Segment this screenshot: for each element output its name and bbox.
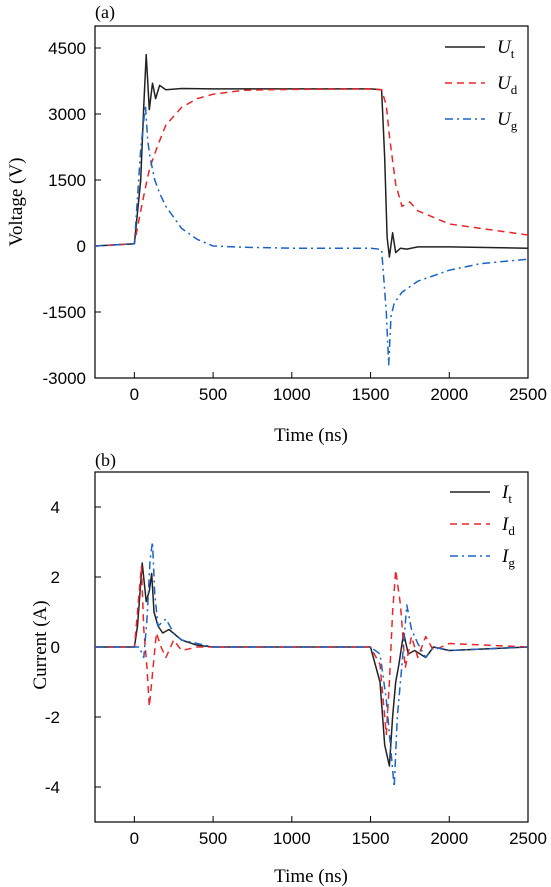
y-tick-label: 0 (51, 638, 60, 657)
x-tick-label: 1000 (273, 385, 311, 404)
panel-b: (b) Current (A) Time (ns) It Id Ig 0 500 100… (30, 450, 547, 887)
y-tick-label: -3000 (43, 369, 86, 388)
x-tick-label: 2000 (430, 385, 468, 404)
x-tick-label: 2500 (509, 829, 547, 848)
series-line-id (95, 565, 529, 736)
panel-label-b: (b) (95, 450, 116, 471)
y-tick-label: 3000 (48, 105, 86, 124)
series-line-it (95, 562, 529, 767)
x-axis-title-b: Time (ns) (274, 866, 348, 887)
legend-label: Ug (497, 109, 518, 133)
x-tick-label: 500 (199, 385, 227, 404)
plot-area-a (94, 47, 529, 379)
plot-frame-a (94, 25, 529, 379)
legend-b: It Id Ig (450, 482, 515, 570)
x-tick-label: 0 (130, 385, 139, 404)
y-tick-label: 1500 (48, 171, 86, 190)
x-tick-label: 1500 (352, 385, 390, 404)
series-line-ut (94, 53, 529, 258)
x-axis-title-a: Time (ns) (274, 425, 348, 446)
y-tick-label: 0 (77, 237, 86, 256)
y-tick-label: -4 (45, 778, 60, 797)
panel-label-a: (a) (95, 2, 115, 23)
x-tick-label: 1000 (273, 829, 311, 848)
y-tick-label: -2 (45, 708, 60, 727)
y-tick-label: 4 (51, 498, 60, 517)
y-tick-label: 4500 (48, 39, 86, 58)
x-tick-label: 1500 (352, 829, 390, 848)
legend-label: Ud (497, 73, 518, 97)
x-tick-label: 2000 (430, 829, 468, 848)
legend-label: Ig (501, 546, 515, 570)
series-line-ug (94, 104, 529, 366)
y-tick-label: -1500 (43, 303, 86, 322)
panel-a: (a) Voltage (V) Time (ns) Ut Ud Ug 0 500 100… (6, 2, 547, 446)
x-tick-label: 500 (199, 829, 227, 848)
y-tick-label: 2 (51, 568, 60, 587)
legend-label: Ut (497, 37, 515, 61)
y-axis-title-a: Voltage (V) (6, 158, 27, 247)
plot-area-b (95, 506, 529, 822)
legend-label: Id (501, 514, 515, 538)
x-tick-label: 2500 (509, 385, 547, 404)
y-axis-title-b: Current (A) (30, 600, 51, 689)
series-line-ud (94, 88, 529, 247)
x-tick-label: 0 (130, 829, 139, 848)
series-line-ig (95, 541, 529, 788)
legend-label: It (501, 482, 512, 506)
legend-a: Ut Ud Ug (445, 37, 518, 133)
